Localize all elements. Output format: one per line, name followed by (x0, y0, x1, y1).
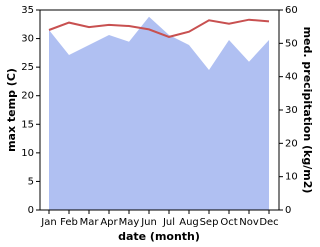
x-tick-label: Nov (239, 217, 259, 228)
y-tick-label: 25 (21, 62, 34, 73)
y2-tick-label: 30 (285, 105, 298, 116)
x-tick-label: Jul (162, 217, 175, 228)
y-tick-label: 5 (28, 176, 34, 187)
temperature-line (48, 18, 270, 38)
x-axis-label: date (month) (118, 230, 200, 243)
y-tick-label: 30 (21, 34, 34, 45)
y2-axis-label: med. precipitation (kg/m2) (301, 27, 314, 194)
x-tick-label: Apr (100, 217, 118, 228)
x-tick-label: Oct (220, 217, 237, 228)
y2-tick-label: 0 (285, 205, 291, 216)
y-tick-label: 20 (21, 91, 34, 102)
x-tick-label: Sep (200, 217, 219, 228)
y-tick-label: 15 (21, 119, 34, 130)
y2-tick-label: 40 (285, 72, 298, 83)
precipitation-area (49, 16, 269, 211)
x-tick-label: Jun (140, 217, 157, 228)
x-tick-label: Jan (40, 217, 56, 228)
x-tick-label: Dec (259, 217, 278, 228)
y-tick-label: 10 (21, 148, 34, 159)
y2-tick-label: 20 (285, 138, 298, 149)
y2-tick-label: 50 (285, 38, 298, 49)
y2-tick-label: 10 (285, 172, 298, 183)
x-tick-label: Aug (179, 217, 199, 228)
y2-tick-label: 60 (285, 5, 298, 16)
y-axis-label: max temp (C) (5, 68, 18, 152)
x-tick-label: Mar (80, 217, 100, 228)
y-tick-label: 35 (21, 5, 34, 16)
y-tick-label: 0 (28, 205, 34, 216)
x-tick-label: Feb (60, 217, 78, 228)
x-tick-label: May (119, 217, 140, 228)
